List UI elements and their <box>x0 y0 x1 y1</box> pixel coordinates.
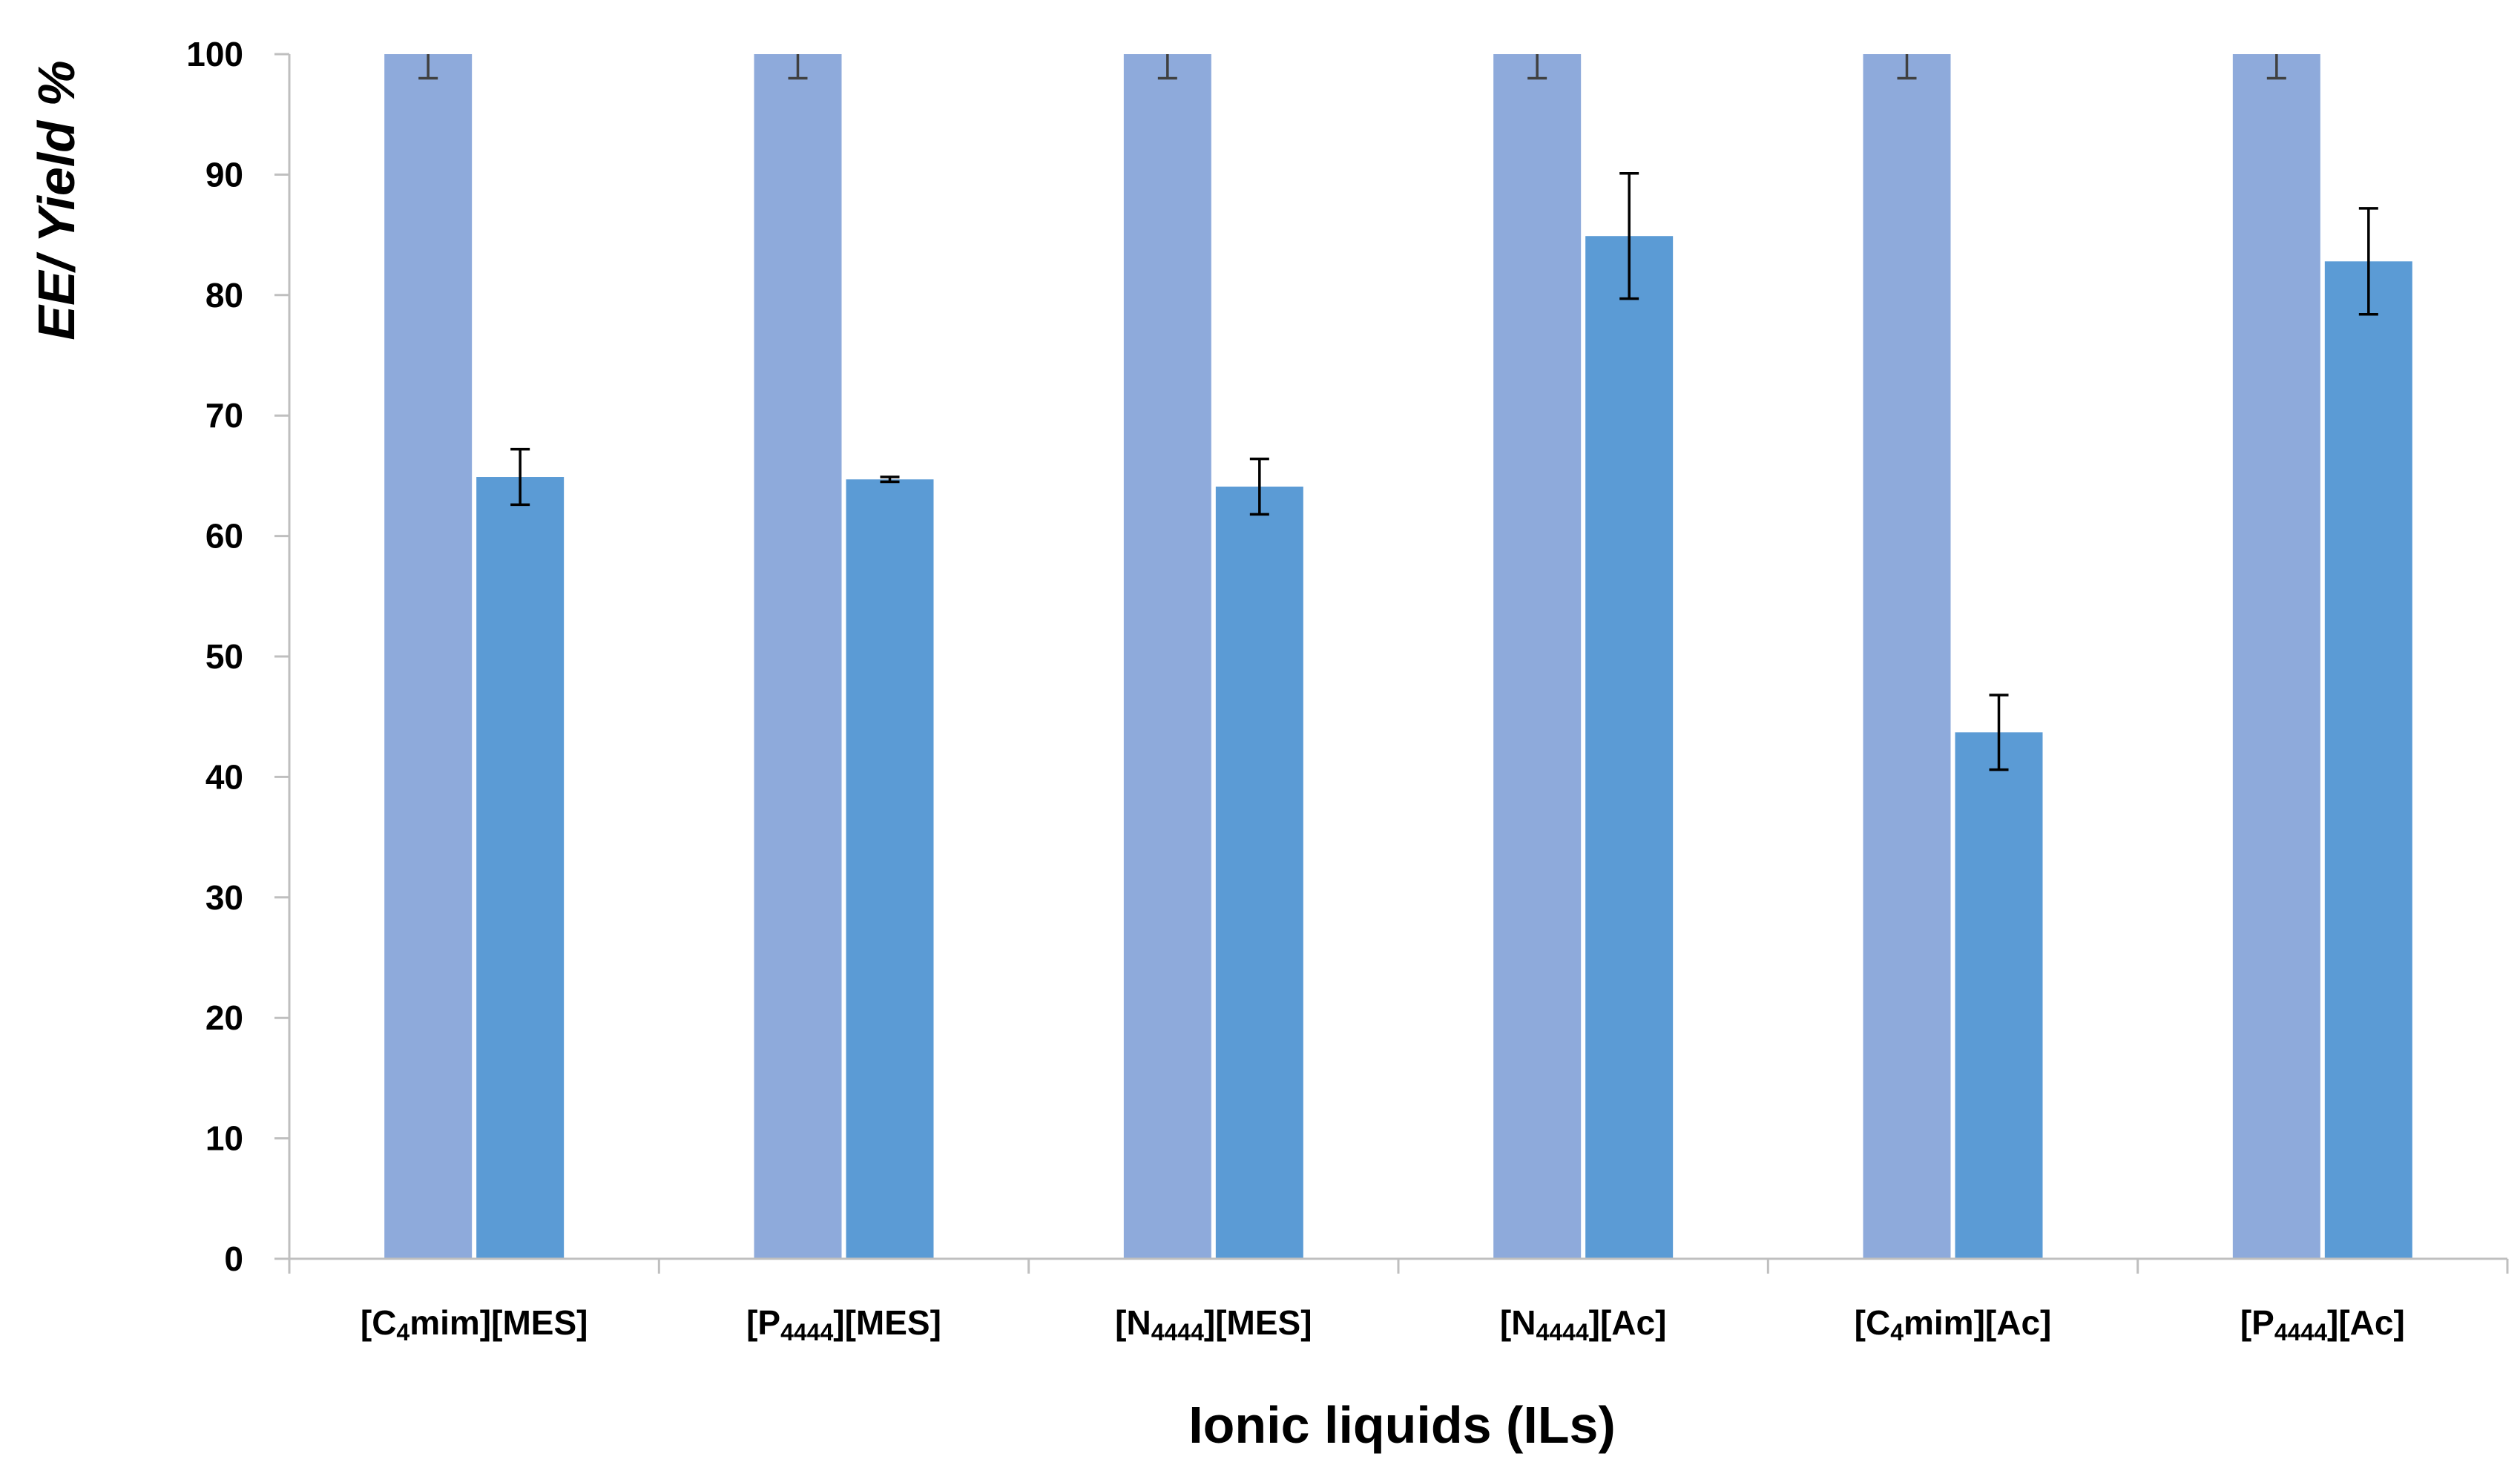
x-category-label-3: [N4444][MES] <box>1115 1303 1312 1346</box>
bar-series1-5 <box>1863 54 1951 1259</box>
bar-series1-6 <box>2232 54 2320 1259</box>
y-tick-label-0: 0 <box>224 1240 243 1278</box>
bar-series1-2 <box>754 54 842 1259</box>
bar-series2-4 <box>1585 236 1674 1259</box>
labels-layer: 0 10 20 30 40 50 60 70 80 90 100 [C4mim][MES] [P4444… <box>186 35 2405 1346</box>
y-tick-label-20: 20 <box>205 998 243 1037</box>
bar-series2-6 <box>2324 261 2412 1259</box>
axes-layer <box>274 53 2509 1274</box>
x-category-label-6: [P4444][Ac] <box>2240 1303 2405 1346</box>
bar-series2-1 <box>476 477 565 1260</box>
bars-layer <box>384 54 2412 1260</box>
y-tick-label-70: 70 <box>205 396 243 435</box>
y-tick-label-10: 10 <box>205 1119 243 1158</box>
x-category-label-1: [C4mim][MES] <box>361 1303 588 1346</box>
bar-series1-4 <box>1493 54 1582 1259</box>
y-axis-title: EE/ Yield % <box>27 60 85 340</box>
bar-series1-3 <box>1123 54 1211 1259</box>
bar-series1-1 <box>384 54 473 1259</box>
bar-series2-3 <box>1215 487 1303 1259</box>
y-tick-label-50: 50 <box>205 637 243 676</box>
y-tick-label-100: 100 <box>186 35 243 73</box>
x-category-label-2: [P4444][MES] <box>746 1303 941 1346</box>
y-tick-label-90: 90 <box>205 155 243 194</box>
error-bars-layer <box>418 54 2378 771</box>
x-category-label-5: [C4mim][Ac] <box>1855 1303 2052 1346</box>
y-tick-label-30: 30 <box>205 878 243 917</box>
bar-series2-2 <box>846 479 934 1259</box>
bar-series2-5 <box>1955 732 2043 1259</box>
x-category-label-4: [N4444][Ac] <box>1500 1303 1667 1346</box>
y-tick-label-40: 40 <box>205 757 243 796</box>
y-tick-label-80: 80 <box>205 276 243 315</box>
x-axis-title: Ionic liquids (ILs) <box>1188 1396 1616 1454</box>
y-tick-label-60: 60 <box>205 517 243 556</box>
